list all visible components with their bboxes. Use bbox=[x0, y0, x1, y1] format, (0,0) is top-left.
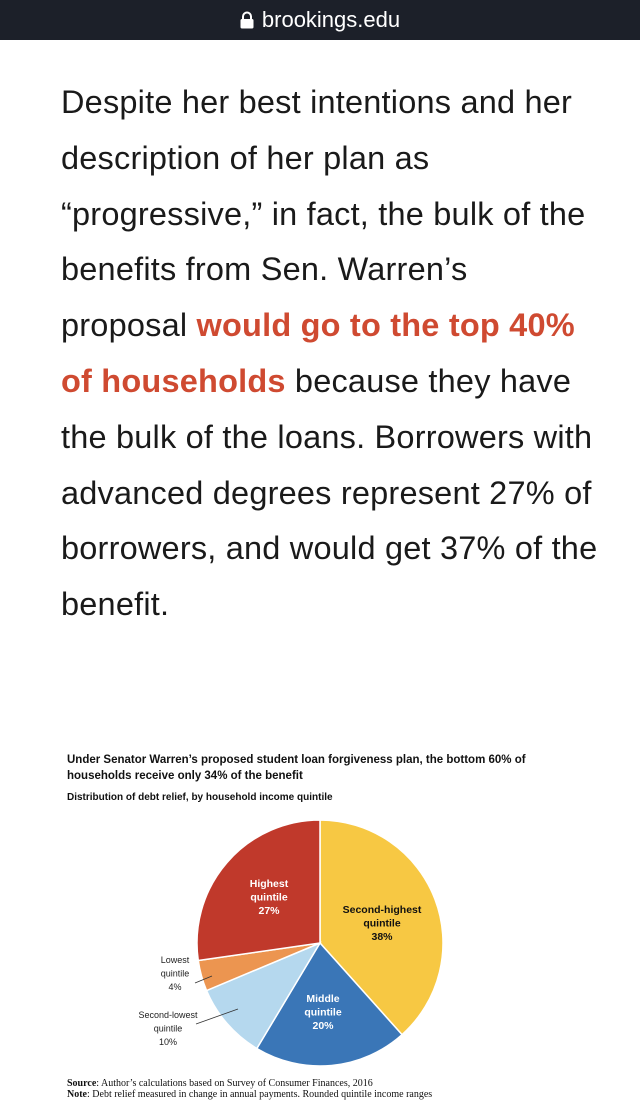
lock-icon bbox=[240, 11, 254, 29]
pie-slice-second-highest bbox=[319, 819, 444, 1036]
note-text: : Debt relief measured in change in annu… bbox=[87, 1089, 433, 1100]
chart-subtitle: Distribution of debt relief, by househol… bbox=[67, 792, 333, 803]
url-domain: brookings.edu bbox=[261, 7, 401, 32]
pie-label-highest: Highest quintile 27% bbox=[250, 878, 289, 917]
pie-slice-middle bbox=[255, 941, 404, 1067]
note-label: Note bbox=[67, 1089, 87, 1100]
leader-line-second-lowest bbox=[195, 1008, 239, 1025]
article-text-after: because they have the bulk of the loans.… bbox=[61, 362, 598, 623]
article-text-before: Despite her best intentions and her desc… bbox=[61, 84, 586, 344]
pie-slice-highest bbox=[196, 819, 321, 962]
pie-label-second-lowest: Second-lowest quintile 10% bbox=[138, 1010, 198, 1047]
pie-label-lowest: Lowest quintile 4% bbox=[161, 955, 190, 992]
leader-line-lowest bbox=[194, 975, 213, 984]
pie-label-middle: Middle quintile 20% bbox=[304, 993, 341, 1032]
chart-source: Source: Author’s calculations based on S… bbox=[67, 1078, 587, 1100]
pie-label-second-highest: Second-highest quintile 38% bbox=[343, 904, 422, 943]
source-text: : Author’s calculations based on Survey … bbox=[96, 1078, 373, 1089]
article-highlight: would go to the top 40% of households bbox=[61, 307, 575, 399]
chart-figure: Under Senator Warren’s proposed student … bbox=[67, 752, 587, 803]
browser-address-bar[interactable]: brookings.edu bbox=[0, 0, 640, 40]
chart-title: Under Senator Warren’s proposed student … bbox=[67, 754, 526, 782]
source-label: Source bbox=[67, 1078, 97, 1089]
article-paragraph: Despite her best intentions and her desc… bbox=[61, 75, 601, 633]
pie-slice-second-lowest bbox=[205, 941, 322, 1050]
